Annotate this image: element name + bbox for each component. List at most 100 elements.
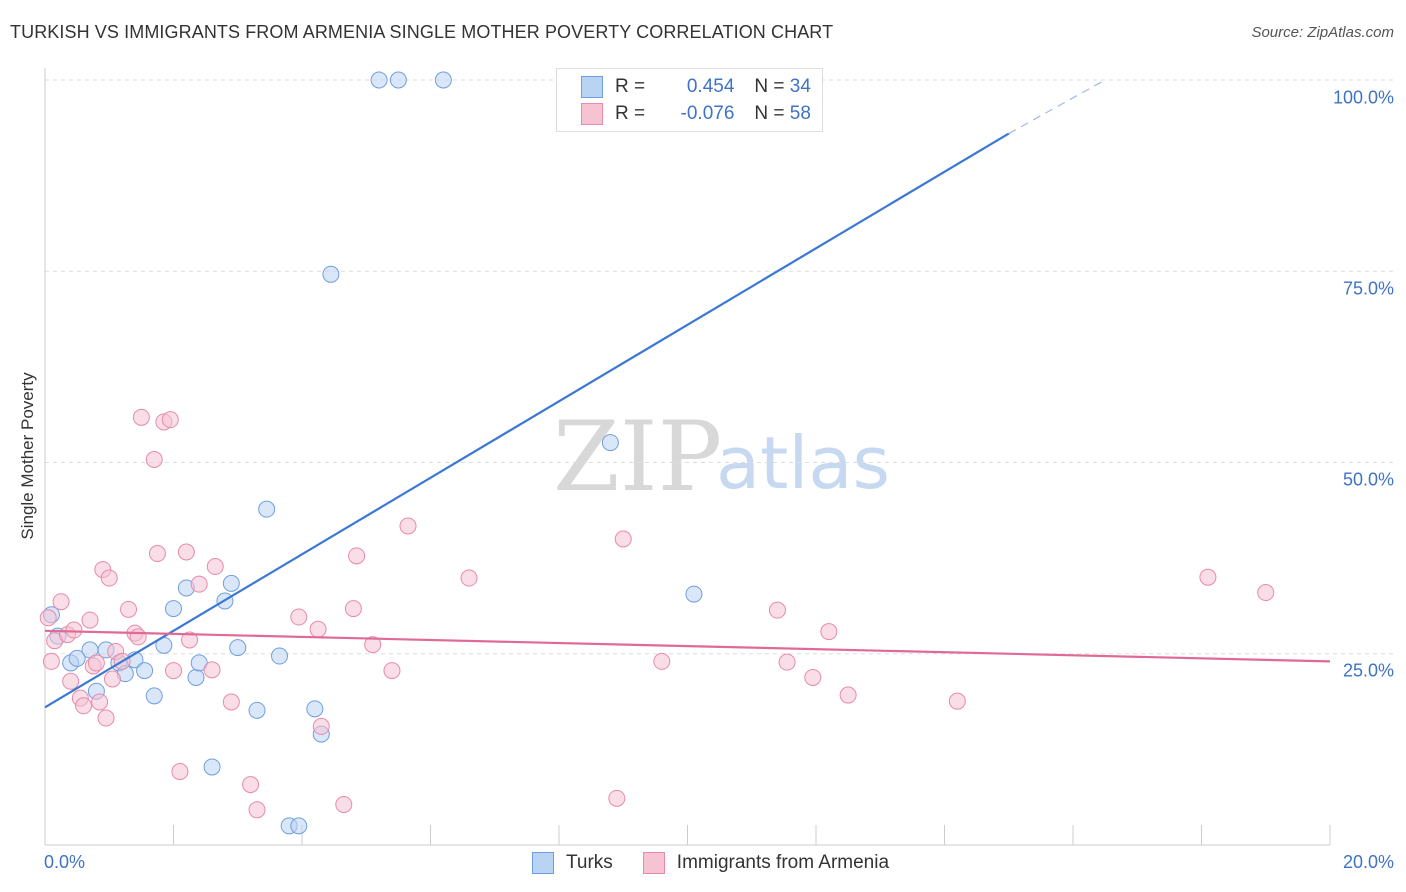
armenia-swatch <box>581 103 603 125</box>
armenia-point-12 <box>91 693 109 711</box>
armenia-point-32 <box>203 661 221 679</box>
turks-point-11 <box>145 687 163 705</box>
armenia-point-3 <box>52 593 70 611</box>
r-value: -0.076 <box>680 103 735 124</box>
armenia-point-34 <box>222 693 240 711</box>
turks-point-22 <box>258 500 276 518</box>
armenia-point-52 <box>804 668 822 686</box>
armenia-point-44 <box>383 662 401 680</box>
n-label: N = <box>754 103 785 124</box>
turks-point-25 <box>290 817 308 835</box>
armenia-point-6 <box>65 621 83 639</box>
turks-point-15 <box>187 668 205 686</box>
turks-point-23 <box>271 647 289 665</box>
armenia-point-15 <box>100 569 118 587</box>
armenia-legend-swatch <box>642 852 665 874</box>
turks-point-13 <box>165 600 182 618</box>
x-tick-label-min: 0.0% <box>44 852 86 872</box>
armenia-point-23 <box>145 450 163 468</box>
legend-item-armenia: Immigrants from Armenia <box>642 852 890 874</box>
n-label: N = <box>754 76 785 97</box>
armenia-point-16 <box>103 670 121 688</box>
armenia-point-11 <box>87 654 105 672</box>
n-value: 58 <box>789 103 811 124</box>
r-label: R = <box>615 103 646 124</box>
armenia-point-27 <box>165 662 182 680</box>
armenia-point-24 <box>148 545 166 563</box>
armenia-point-21 <box>129 628 147 646</box>
legend-row-turks: R = 0.454 N = 34 <box>581 75 811 99</box>
turks-point-3 <box>68 649 86 667</box>
y-tick-label-75: 75.0% <box>1342 278 1394 299</box>
n-value: 34 <box>789 76 811 97</box>
armenia-point-57 <box>1257 584 1275 602</box>
armenia-trend-line <box>44 629 1331 663</box>
armenia-point-14 <box>97 709 115 727</box>
turks-point-33 <box>685 585 703 603</box>
armenia-point-22 <box>132 408 150 426</box>
y-tick-label-100: 100.0% <box>1332 87 1394 108</box>
r-value: 0.454 <box>686 76 735 97</box>
y-tick-label-50: 50.0% <box>1342 469 1394 490</box>
y-tick-label-25: 25.0% <box>1342 660 1394 681</box>
armenia-point-33 <box>206 558 224 576</box>
armenia-point-39 <box>312 717 330 735</box>
r-label: R = <box>615 76 646 97</box>
turks-point-29 <box>370 71 388 89</box>
armenia-point-31 <box>190 575 208 593</box>
armenia-point-36 <box>248 801 266 819</box>
x-tick-label-max: 20.0% <box>1342 852 1394 872</box>
armenia-legend-label: Immigrants from Armenia <box>676 852 890 873</box>
armenia-point-37 <box>290 608 308 626</box>
armenia-point-30 <box>181 631 199 649</box>
armenia-point-43 <box>364 636 382 654</box>
watermark-zip: ZIP <box>553 401 722 513</box>
legend-row-armenia: R = -0.076 N = 58 <box>581 102 811 126</box>
correlation-legend: R = 0.454 N = 34 R = -0.076 N = 58 <box>556 68 823 132</box>
turks-legend-swatch <box>532 852 554 874</box>
turks-point-30 <box>389 71 407 89</box>
armenia-point-51 <box>778 653 796 671</box>
turks-point-31 <box>434 71 452 89</box>
armenia-point-46 <box>460 569 478 587</box>
armenia-point-35 <box>242 776 260 794</box>
armenia-point-50 <box>768 601 786 619</box>
armenia-point-1 <box>42 652 60 670</box>
armenia-point-55 <box>948 692 966 710</box>
turks-point-17 <box>203 758 221 776</box>
armenia-point-48 <box>614 530 632 548</box>
armenia-point-28 <box>171 763 189 781</box>
armenia-point-47 <box>608 789 626 807</box>
turks-point-19 <box>222 574 240 592</box>
turks-trend-line <box>44 132 1010 709</box>
armenia-point-49 <box>653 652 671 670</box>
armenia-point-45 <box>399 517 417 535</box>
turks-point-20 <box>229 639 247 657</box>
armenia-point-19 <box>120 600 138 618</box>
source-label: Source: ZipAtlas.com <box>1251 24 1394 41</box>
turks-swatch <box>581 76 603 98</box>
armenia-point-8 <box>75 697 93 715</box>
turks-point-28 <box>322 265 340 283</box>
legend-item-turks: Turks <box>532 852 613 874</box>
chart-title: TURKISH VS IMMIGRANTS FROM ARMENIA SINGL… <box>10 22 834 42</box>
series-legend: Turks Immigrants from Armenia <box>532 852 919 874</box>
armenia-point-54 <box>839 686 857 704</box>
armenia-point-56 <box>1199 568 1217 586</box>
armenia-point-5 <box>62 672 80 690</box>
turks-point-26 <box>306 700 324 718</box>
armenia-point-53 <box>820 623 838 641</box>
armenia-point-41 <box>344 600 362 618</box>
armenia-point-9 <box>81 611 99 629</box>
armenia-point-29 <box>177 543 195 561</box>
turks-trend-extension <box>1008 79 1106 135</box>
armenia-point-26 <box>161 411 179 429</box>
turks-legend-label: Turks <box>566 852 613 873</box>
armenia-point-38 <box>309 620 327 638</box>
armenia-point-0 <box>39 609 57 627</box>
turks-point-32 <box>601 434 619 452</box>
armenia-point-42 <box>348 547 366 565</box>
armenia-point-40 <box>335 795 353 813</box>
turks-point-21 <box>248 701 266 719</box>
